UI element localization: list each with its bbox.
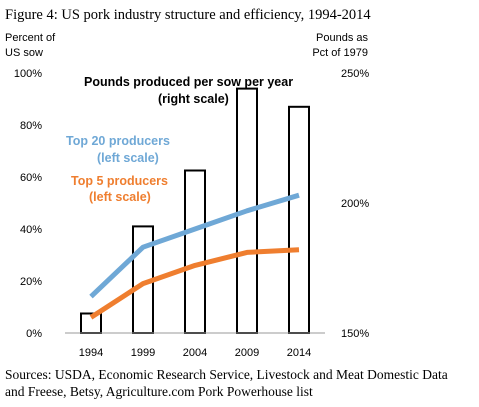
left-tick-label: 20%: [20, 276, 42, 288]
source-line-1: Sources: USDA, Economic Research Service…: [5, 367, 448, 382]
right-tick-label: 150%: [341, 328, 369, 340]
x-tick-label: 2009: [235, 347, 259, 359]
top20-annotation-line-1: Top 20 producers: [66, 134, 170, 148]
left-tick-label: 80%: [20, 120, 42, 132]
left-axis-label-line-2: US sow: [5, 47, 43, 59]
right-axis-label-line-2: Pct of 1979: [312, 47, 368, 59]
top5-annotation-line-1: Top 5 producers: [71, 174, 168, 188]
bar: [184, 169, 206, 334]
top20-series-line: [89, 192, 300, 299]
chart: Percent of US sow Pounds as Pct of 1979 …: [5, 32, 369, 359]
figure-title: Figure 4: US pork industry structure and…: [5, 7, 371, 23]
bar: [288, 105, 310, 334]
left-tick-label: 40%: [20, 224, 42, 236]
x-tick-label: 2014: [287, 347, 311, 359]
x-tick-label: 1999: [131, 347, 155, 359]
source-line-2: and Freese, Betsy, Agriculture.com Pork …: [5, 384, 313, 399]
top5-annotation-line-2: (left scale): [89, 190, 151, 204]
left-axis-label-line-1: Percent of: [5, 32, 56, 44]
bars-annotation-line-1: Pounds produced per sow per year: [84, 75, 293, 89]
left-tick-label: 0%: [26, 328, 42, 340]
top5-series-line: [89, 247, 300, 320]
bars-annotation-line-2: (right scale): [158, 92, 229, 106]
top20-annotation-line-2: (left scale): [97, 151, 159, 165]
right-axis-label-line-1: Pounds as: [316, 32, 368, 44]
right-tick-label: 200%: [341, 198, 369, 210]
source-note: Sources: USDA, Economic Research Service…: [5, 366, 475, 400]
left-tick-label: 60%: [20, 172, 42, 184]
left-tick-label: 100%: [14, 68, 42, 80]
x-tick-label: 2004: [183, 347, 207, 359]
right-tick-label: 250%: [341, 68, 369, 80]
x-tick-label: 1994: [79, 347, 103, 359]
